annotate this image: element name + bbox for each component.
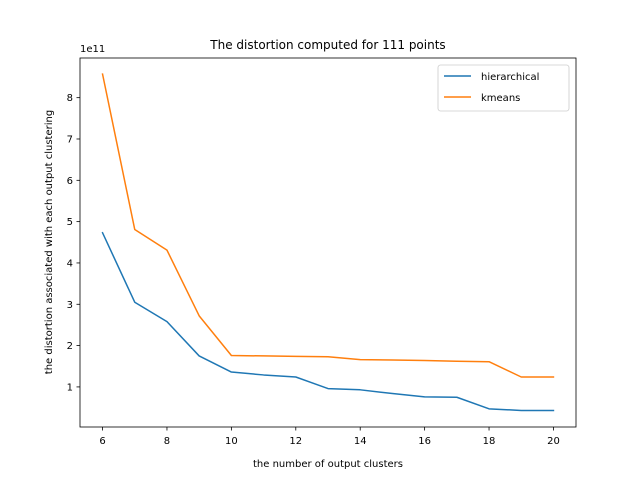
y-tick-label: 2 (67, 341, 73, 352)
x-tick-label: 18 (483, 436, 496, 447)
y-axis-ticks: 1 2 3 4 5 6 7 8 (67, 93, 80, 393)
y-tick-label: 8 (67, 93, 73, 104)
x-tick-label: 6 (99, 436, 105, 447)
x-tick-label: 16 (418, 436, 431, 447)
y-tick-label: 7 (67, 134, 73, 145)
x-axis-label: the number of output clusters (253, 459, 403, 470)
axes-frame (79, 57, 577, 428)
x-tick-label: 8 (164, 436, 170, 447)
y-tick-label: 5 (67, 217, 73, 228)
y-tick-label: 6 (67, 176, 73, 187)
series-line-hierarchical (101, 231, 555, 412)
legend: hierarchical kmeans (437, 64, 570, 112)
series-line-kmeans (101, 73, 555, 378)
y-tick-label: 3 (67, 300, 73, 311)
y-tick-label: 1 (67, 382, 73, 393)
y-offset-label: 1e11 (80, 44, 105, 55)
x-tick-label: 14 (354, 436, 367, 447)
x-tick-label: 12 (289, 436, 302, 447)
plot-area (80, 58, 576, 427)
series-layer (101, 73, 555, 412)
x-axis-ticks: 6 8 10 12 14 16 18 20 (99, 427, 560, 447)
legend-label-hierarchical: hierarchical (481, 72, 539, 83)
chart-title: The distortion computed for 111 points (209, 38, 445, 52)
y-axis-label: the distortion associated with each outp… (44, 110, 55, 374)
legend-label-kmeans: kmeans (481, 93, 520, 104)
x-tick-label: 20 (547, 436, 560, 447)
y-tick-label: 4 (67, 258, 73, 269)
x-tick-label: 10 (225, 436, 238, 447)
axes-spines (79, 57, 577, 428)
